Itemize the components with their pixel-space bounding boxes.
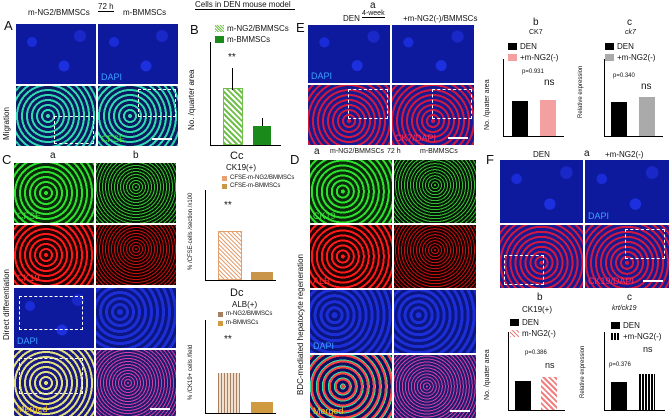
col-d-a: a [314, 146, 320, 157]
ylabel-dc: % /CK19+ cells /field [188, 344, 194, 400]
ylabel-fc: Relative expression [580, 345, 586, 398]
d-time: 72 h [387, 148, 401, 155]
cfse-label: CFSE [101, 134, 126, 144]
panel-b-label: B [190, 22, 199, 37]
image-d-ck19-b [394, 160, 476, 223]
chart-b-axes: ** [210, 42, 281, 146]
group-label: Cells in DEN mouse model [195, 0, 295, 10]
image-c-dapi-a: DAPI [14, 288, 94, 348]
image-c-cfse-b [96, 163, 176, 223]
col-d-b-text: m-BMMSCs [420, 148, 458, 155]
image-c-merged-b [96, 350, 176, 416]
image-a-cfse-b: CFSE [98, 86, 178, 146]
legend-cc-2: CFSE-m-BMMSCs [222, 183, 280, 189]
fc-subtitle: krt/ck19 [612, 305, 637, 312]
legend-ec-2: +m-NG2(-) [605, 53, 655, 62]
ylabel-fb: No. /quater area [484, 349, 491, 400]
f-sub-a: a [584, 148, 590, 159]
fb-subtitle: CK19(+) [522, 305, 553, 314]
col-b-header: m-BMMSCs [123, 8, 167, 17]
row-label-bdc: BDC-mediated hepatocyte regeneration [296, 254, 305, 395]
image-d-merged-a: Merged [310, 355, 392, 418]
legend-cc-1: CFSE-m-NG2/BMMSCs [222, 175, 294, 181]
image-d-alb-b [394, 225, 476, 288]
col-c-b: b [133, 150, 139, 161]
legend-fb-2: m-NG2(-) [510, 329, 556, 338]
image-d-dapi-b [394, 290, 476, 353]
row-label-migration: Migration [2, 107, 11, 140]
bar-b-2 [253, 126, 271, 145]
image-d-dapi-a: DAPI [310, 290, 392, 353]
ylabel-cc: % /CFSE-cells /section /x100 [188, 192, 194, 270]
legend-dc-1: m-NG2/BMMSCs [218, 311, 272, 317]
eb-label: b [533, 17, 539, 28]
legend-fc-2: +m-NG2(-) [611, 332, 661, 341]
f-col-a: DEN [533, 150, 550, 159]
image-e-dapi-a: DAPI [308, 25, 390, 83]
eb-subtitle: CK7 [529, 29, 543, 36]
legend-ec-1: DEN [605, 42, 634, 51]
chart-dc-axes: ** [205, 320, 276, 414]
chart-fb-axes: p=0.386 ns [508, 332, 565, 411]
legend-fc-1: DEN [611, 321, 640, 330]
image-f-dapi-b: DAPI [585, 160, 669, 223]
image-a-dapi-a [16, 24, 96, 84]
f-col-b: +m-NG2(-) [605, 150, 644, 159]
legend-dc-2: m-BMMSCs [218, 320, 258, 326]
bar-b-1 [223, 88, 243, 145]
image-a-dapi-b: DAPI [98, 24, 178, 84]
fc-label: c [627, 292, 632, 303]
timepoint-label: 72 h [98, 2, 114, 12]
image-d-ck19-a: CK19 [310, 160, 392, 223]
ec-subtitle: ck7 [625, 29, 636, 36]
image-e-ck7-b: CK7/DAPI [392, 85, 474, 145]
image-f-ck19-a [500, 225, 583, 288]
image-c-cfse-a: CFSE [14, 163, 94, 223]
image-e-dapi-b [392, 25, 474, 83]
image-a-cfse-a [16, 86, 96, 146]
row-label-direct-diff: Direct differentiation [2, 269, 11, 340]
fb-label: b [537, 292, 543, 303]
image-f-dapi-a [500, 160, 583, 223]
image-e-ck7-a [308, 85, 390, 145]
ylabel-ec: Relative expression [578, 65, 584, 118]
image-f-ck19-b: CK19/DAPI [585, 225, 669, 288]
image-c-dapi-b [96, 288, 176, 348]
legend-fb-1: DEN [510, 318, 539, 327]
col-c-a: a [50, 150, 56, 161]
ylabel-b: No. /quarter area [187, 69, 196, 130]
e-col-b: +m-NG2(-)/BMMSCs [403, 14, 478, 23]
chart-fc-axes: p=0.376 ns [604, 332, 665, 411]
panel-d-label: D [290, 152, 300, 167]
legend-b-2: m-BMMSCs [215, 35, 270, 44]
legend-eb-1: DEN [508, 42, 537, 51]
legend-eb-2: +m-NG2(-) [508, 53, 558, 62]
image-c-ck19-a: CK19 [14, 225, 94, 285]
image-d-alb-a: ALB [310, 225, 392, 288]
chart-cc-axes: ** [205, 190, 276, 281]
panel-dc-label: Dc [230, 287, 244, 299]
ylabel-eb: No. /quater area [484, 79, 491, 130]
image-d-merged-b [394, 355, 476, 418]
panel-cc-label: Cc [230, 150, 244, 162]
panel-c-label: C [2, 152, 12, 167]
cc-subtitle: CK19(+) [226, 163, 257, 172]
panel-e-label: E [296, 20, 305, 35]
col-a-header: m-NG2/BMMSCs [28, 8, 90, 17]
e-col-a: DEN [343, 14, 360, 23]
e-sub-a: a [370, 0, 376, 11]
legend-b-1: m-NG2/BMMSCs [215, 24, 289, 33]
e-time: 4-week [362, 10, 385, 18]
panel-a-label: A [4, 18, 13, 33]
dc-subtitle: ALB(+) [232, 300, 258, 309]
col-d-a-text: m-NG2/BMMSCs [330, 148, 385, 155]
chart-eb-axes: p=0.931 ns [503, 59, 564, 137]
chart-ec-axes: p=0.340 ns [604, 59, 663, 137]
ec-label: c [627, 17, 632, 28]
image-c-merged-a: Merged [14, 350, 94, 416]
panel-f-label: F [486, 152, 494, 167]
image-c-ck19-b [96, 225, 176, 285]
dapi-label: DAPI [101, 72, 123, 82]
